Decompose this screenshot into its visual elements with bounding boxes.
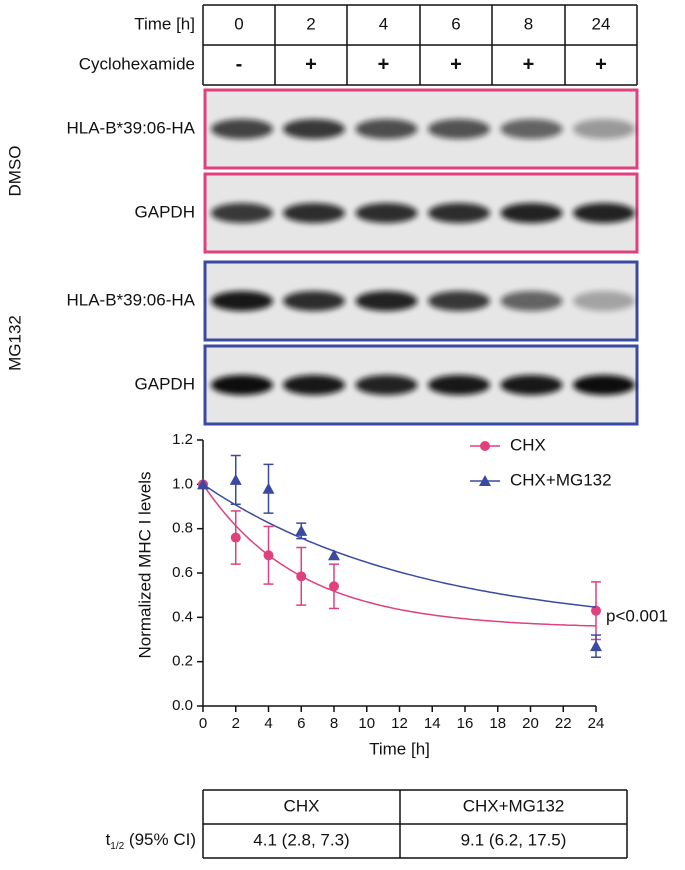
row-label: HLA-B*39:06-HA	[66, 118, 195, 137]
band	[355, 291, 418, 311]
x-tick-label: 16	[457, 715, 474, 732]
group-label: MG132	[5, 315, 24, 371]
row-label-main: t	[106, 830, 111, 849]
treatment-value: +	[378, 53, 390, 75]
row-label: HLA-B*39:06-HA	[66, 290, 195, 309]
data-point	[296, 571, 307, 582]
data-point	[197, 478, 209, 490]
row-label: GAPDH	[135, 202, 195, 221]
x-tick-label: 12	[391, 715, 408, 732]
time-value: 4	[379, 14, 388, 33]
y-tick-label: 1.0	[172, 475, 193, 492]
x-tick-label: 2	[232, 715, 240, 732]
treatment-label: Cyclohexamide	[79, 54, 195, 73]
y-tick-label: 0.8	[172, 520, 193, 537]
y-tick-label: 0.2	[172, 653, 193, 670]
band	[500, 375, 563, 395]
band	[500, 119, 563, 139]
data-point	[230, 532, 241, 543]
band	[573, 203, 635, 223]
band	[573, 291, 635, 311]
time-value: 24	[592, 14, 611, 33]
blot-panel	[203, 260, 639, 342]
data-point	[591, 605, 601, 616]
x-tick-label: 20	[522, 715, 539, 732]
data-point	[329, 581, 339, 592]
y-tick-label: 0.4	[172, 608, 193, 625]
fit-curve	[202, 483, 597, 627]
data-point	[229, 473, 242, 485]
x-tick-label: 10	[358, 715, 375, 732]
data-point	[263, 550, 274, 561]
data-point	[262, 482, 275, 494]
x-tick-label: 4	[264, 715, 272, 732]
band	[428, 203, 490, 223]
data-point	[328, 549, 340, 561]
x-tick-label: 14	[424, 715, 441, 732]
band	[283, 375, 345, 395]
treatment-value: +	[523, 53, 535, 75]
blot-panel	[203, 172, 639, 254]
table-cell: 9.1 (6.2, 17.5)	[461, 830, 567, 849]
annotation: p<0.001	[606, 606, 668, 625]
treatment-value: +	[450, 53, 462, 75]
band	[283, 119, 345, 139]
treatment-value: -	[236, 53, 243, 75]
fit-curve	[202, 483, 597, 608]
band	[283, 291, 345, 311]
band	[428, 119, 490, 139]
blot-panel	[203, 344, 639, 426]
legend-marker	[479, 475, 491, 486]
x-tick-label: 22	[555, 715, 572, 732]
band	[355, 203, 418, 223]
x-axis-label: Time [h]	[369, 739, 430, 758]
treatment-value: +	[305, 53, 317, 75]
y-tick-label: 0.6	[172, 564, 193, 581]
x-tick-label: 6	[297, 715, 305, 732]
y-tick-label: 1.2	[172, 431, 193, 448]
data-point	[590, 640, 602, 652]
legend-marker	[480, 441, 490, 451]
legend-label: CHX+MG132	[510, 470, 612, 489]
time-value: 6	[451, 14, 460, 33]
band	[355, 375, 418, 395]
time-label: Time [h]	[134, 14, 195, 33]
band	[428, 291, 490, 311]
legend-label: CHX	[510, 435, 546, 454]
band	[283, 203, 345, 223]
time-value: 0	[234, 14, 243, 33]
time-value: 8	[524, 14, 533, 33]
time-value: 2	[306, 14, 315, 33]
band	[211, 291, 273, 311]
group-label: DMSO	[5, 146, 24, 197]
x-tick-label: 8	[330, 715, 338, 732]
x-tick-label: 0	[199, 715, 207, 732]
band	[211, 203, 273, 223]
x-tick-label: 24	[588, 715, 605, 732]
table-header: CHX+MG132	[463, 796, 565, 815]
row-label: GAPDH	[135, 374, 195, 393]
band	[355, 119, 418, 139]
band	[573, 375, 635, 395]
x-tick-label: 18	[489, 715, 506, 732]
band	[211, 375, 273, 395]
band	[573, 119, 635, 139]
table-header: CHX	[284, 796, 320, 815]
y-tick-label: 0.0	[172, 697, 193, 714]
blot-panel	[203, 88, 639, 170]
treatment-value: +	[595, 53, 607, 75]
band	[428, 375, 490, 395]
data-point	[295, 524, 308, 536]
row-label-rest: (95% CI)	[124, 830, 196, 849]
row-label: t1/2 (95% CI)	[106, 830, 196, 851]
table-cell: 4.1 (2.8, 7.3)	[253, 830, 349, 849]
row-label-sub: 1/2	[110, 841, 124, 852]
band	[211, 119, 273, 139]
y-axis-label: Normalized MHC I levels	[135, 471, 154, 658]
band	[500, 203, 563, 223]
band	[500, 291, 563, 311]
